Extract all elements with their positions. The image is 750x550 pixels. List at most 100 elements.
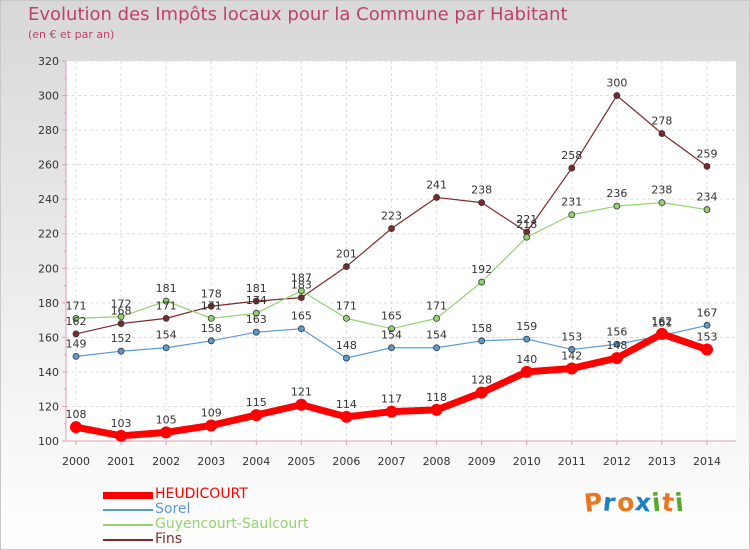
x-tick-label: 2006: [332, 455, 360, 468]
data-point-fins: [658, 130, 666, 137]
data-label-guyencourt-saulcourt: 218: [516, 218, 537, 231]
x-tick-label: 2000: [62, 455, 90, 468]
data-point-heudicourt: [520, 365, 533, 378]
data-label-sorel: 152: [111, 332, 132, 345]
data-label-guyencourt-saulcourt: 238: [651, 184, 672, 197]
data-label-guyencourt-saulcourt: 165: [381, 310, 402, 323]
data-point-sorel: [523, 335, 531, 343]
data-point-guyencourt-saulcourt: [252, 309, 260, 317]
data-label-guyencourt-saulcourt: 171: [201, 299, 222, 312]
data-point-guyencourt-saulcourt: [703, 206, 711, 213]
data-point-guyencourt-saulcourt: [433, 314, 440, 322]
data-label-heudicourt: 128: [471, 374, 492, 387]
data-label-fins: 258: [561, 149, 582, 162]
data-point-sorel: [72, 352, 80, 360]
data-point-guyencourt-saulcourt: [72, 314, 80, 322]
data-label-heudicourt: 115: [246, 396, 267, 409]
data-point-sorel: [252, 328, 260, 336]
data-point-heudicourt: [430, 403, 443, 416]
data-point-sorel: [703, 321, 711, 329]
data-label-sorel: 154: [426, 329, 447, 342]
data-label-sorel: 163: [246, 313, 267, 326]
data-point-heudicourt: [655, 327, 668, 340]
x-tick-label: 2007: [378, 455, 406, 468]
x-tick-label: 2012: [603, 455, 631, 468]
data-label-fins: 183: [291, 279, 312, 292]
data-point-guyencourt-saulcourt: [613, 202, 621, 210]
data-point-guyencourt-saulcourt: [388, 325, 395, 333]
data-label-heudicourt: 105: [156, 413, 177, 426]
x-tick-label: 2008: [423, 455, 451, 468]
data-label-guyencourt-saulcourt: 171: [66, 299, 87, 312]
legend-swatch-heudicourt: [103, 491, 153, 499]
data-point-guyencourt-saulcourt: [658, 199, 666, 207]
data-point-fins: [478, 199, 486, 207]
data-point-sorel: [297, 325, 305, 333]
data-label-heudicourt: 103: [111, 417, 132, 430]
data-point-heudicourt: [701, 343, 713, 356]
x-tick-label: 2014: [693, 455, 721, 468]
legend-swatch-fins: [103, 539, 153, 541]
data-point-fins: [343, 263, 350, 270]
data-point-fins: [207, 302, 215, 310]
data-point-heudicourt: [475, 386, 488, 399]
y-tick-label: 180: [38, 297, 59, 310]
x-tick-label: 2011: [558, 455, 586, 468]
data-point-sorel: [207, 337, 215, 345]
data-point-heudicourt: [70, 421, 82, 434]
data-label-fins: 201: [336, 248, 357, 261]
x-tick-label: 2002: [152, 455, 180, 468]
y-tick-label: 140: [38, 366, 59, 379]
x-tick-label: 2009: [468, 455, 496, 468]
data-point-sorel: [568, 346, 576, 353]
data-point-heudicourt: [565, 362, 578, 375]
data-label-guyencourt-saulcourt: 231: [561, 196, 582, 209]
data-point-sorel: [343, 354, 350, 362]
data-point-sorel: [613, 340, 621, 348]
data-label-guyencourt-saulcourt: 236: [606, 187, 627, 200]
data-point-heudicourt: [250, 409, 263, 422]
x-tick-label: 2003: [197, 455, 225, 468]
data-label-sorel: 149: [66, 337, 87, 350]
data-point-sorel: [117, 347, 125, 355]
data-label-fins: 162: [66, 315, 87, 328]
data-label-fins: 238: [471, 184, 492, 197]
plot-area: [66, 61, 736, 441]
data-label-fins: 241: [426, 178, 447, 191]
data-label-fins: 278: [651, 115, 672, 128]
data-point-guyencourt-saulcourt: [117, 313, 125, 321]
data-label-sorel: 161: [651, 317, 672, 330]
data-point-guyencourt-saulcourt: [523, 233, 531, 241]
y-tick-label: 300: [38, 90, 59, 103]
y-tick-label: 220: [38, 228, 59, 241]
data-point-heudicourt: [340, 410, 353, 423]
data-point-heudicourt: [610, 352, 623, 365]
y-tick-label: 200: [38, 262, 59, 275]
x-tick-label: 2001: [107, 455, 135, 468]
data-label-heudicourt: 142: [561, 349, 582, 362]
y-tick-label: 320: [38, 55, 59, 68]
data-label-sorel: 156: [606, 325, 627, 338]
data-point-fins: [388, 225, 395, 232]
data-label-heudicourt: 140: [516, 353, 537, 366]
data-label-guyencourt-saulcourt: 171: [426, 299, 447, 312]
data-label-heudicourt: 117: [381, 393, 402, 406]
data-label-fins: 259: [697, 147, 718, 160]
data-point-fins: [162, 314, 170, 322]
data-label-sorel: 154: [156, 329, 177, 342]
y-tick-label: 100: [38, 435, 59, 448]
data-point-guyencourt-saulcourt: [343, 314, 350, 322]
data-label-sorel: 165: [291, 310, 312, 323]
y-tick-label: 240: [38, 193, 59, 206]
data-label-heudicourt: 153: [697, 330, 718, 343]
data-point-fins: [703, 162, 711, 170]
data-point-fins: [72, 330, 80, 338]
data-point-heudicourt: [385, 405, 398, 418]
data-label-fins: 223: [381, 210, 402, 223]
data-point-guyencourt-saulcourt: [207, 314, 215, 322]
data-label-sorel: 158: [201, 322, 222, 335]
legend-label-heudicourt: HEUDICOURT: [155, 486, 248, 502]
data-point-guyencourt-saulcourt: [568, 211, 576, 219]
data-point-heudicourt: [295, 398, 308, 411]
